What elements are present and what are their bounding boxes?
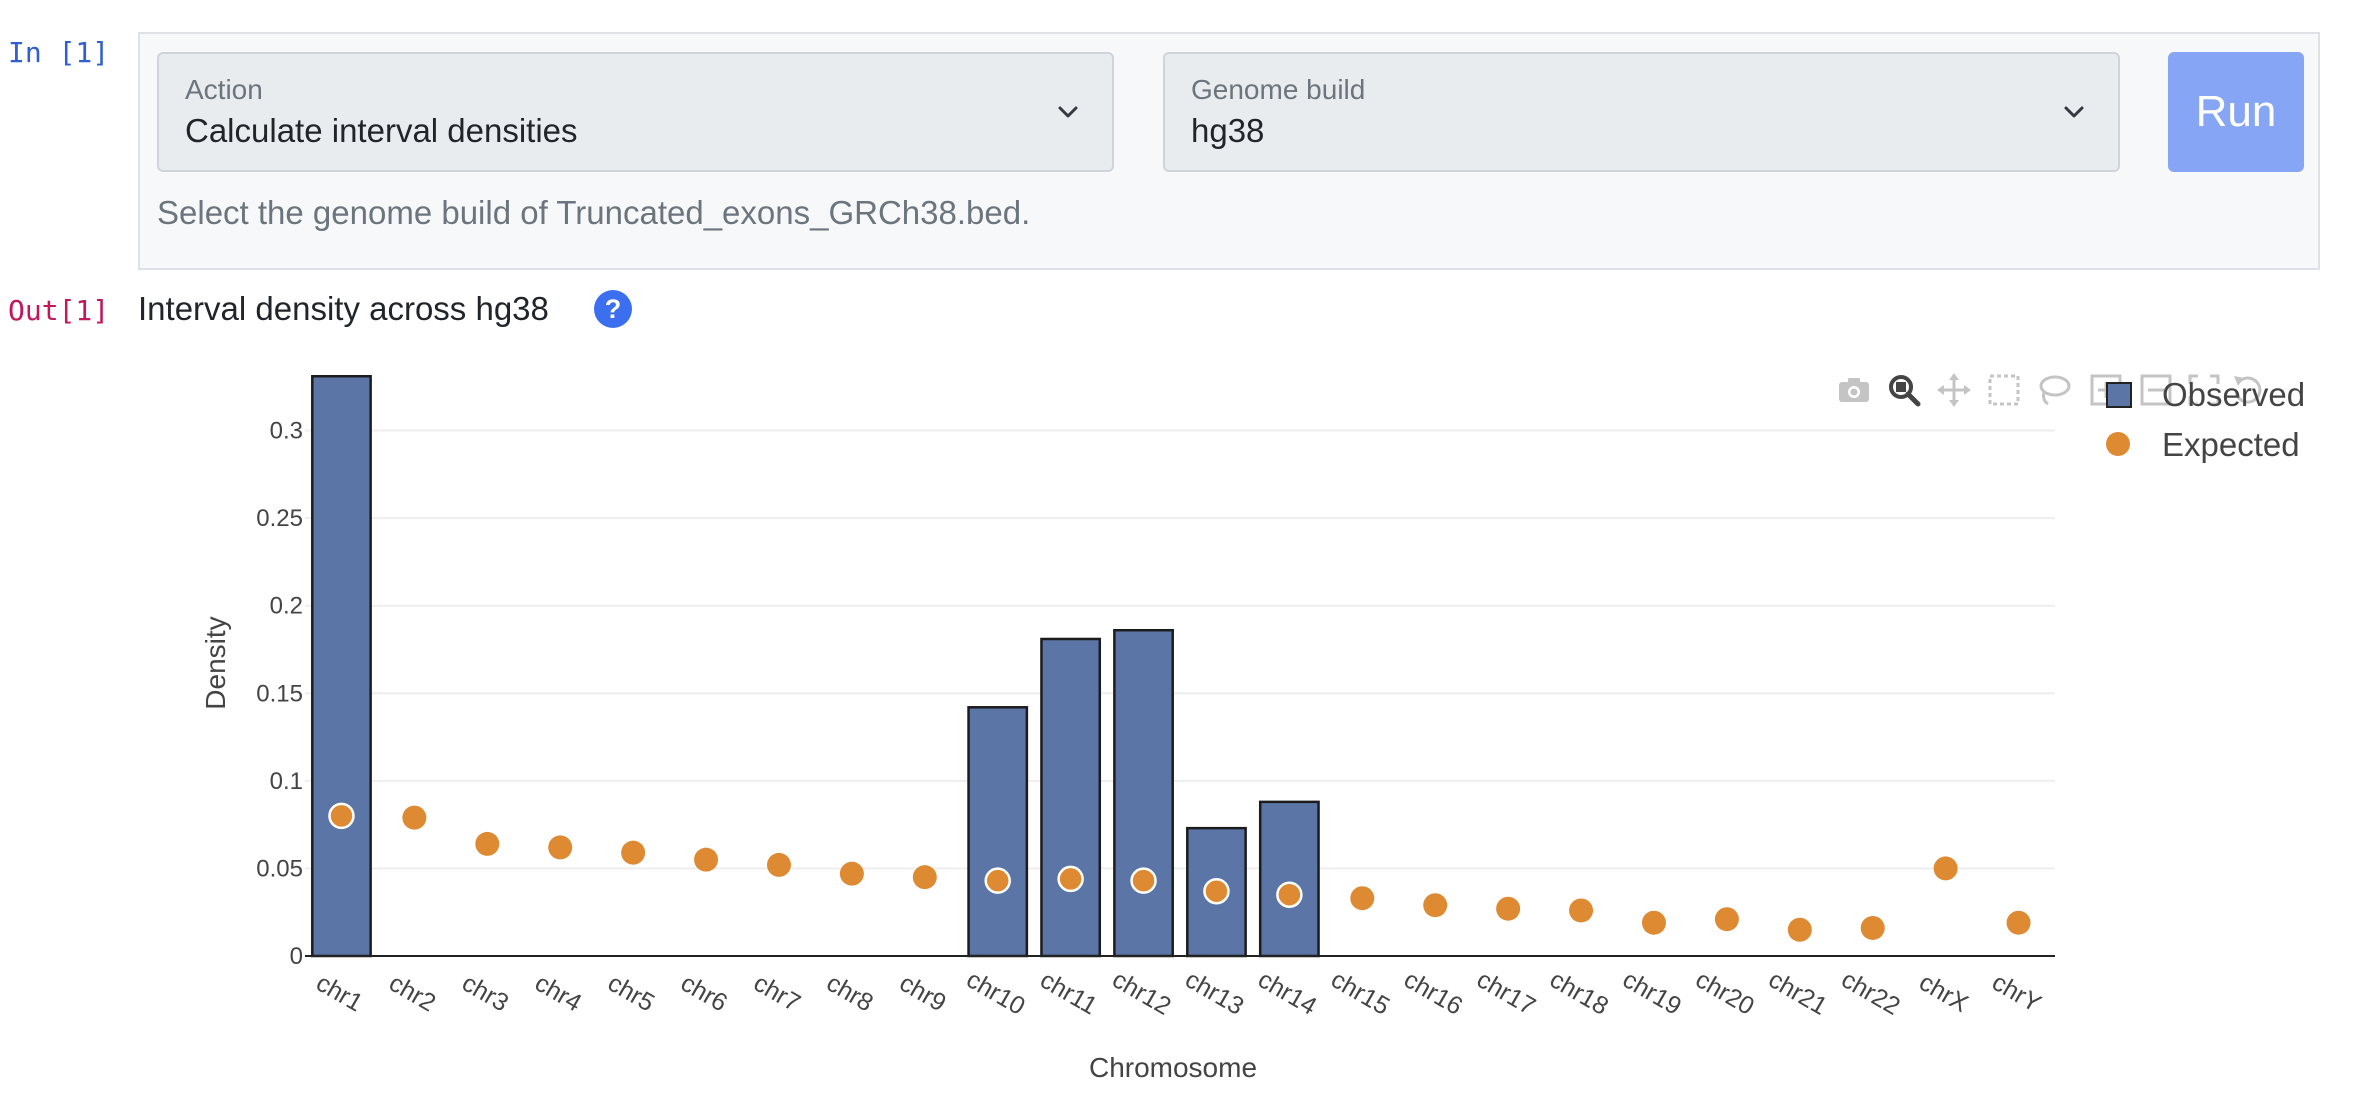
x-tick-label: chr2 (384, 969, 440, 1018)
input-form-panel: Action Calculate interval densities Geno… (138, 32, 2320, 270)
x-tick-label: chr8 (822, 969, 878, 1018)
genome-build-select-value: hg38 (1191, 112, 1265, 149)
x-tick-label: chr6 (676, 969, 732, 1018)
x-tick-label: chr14 (1253, 965, 1321, 1021)
point-expected-chr20[interactable] (1714, 907, 1739, 932)
x-tick-label: chr13 (1180, 965, 1248, 1021)
point-expected-chr9[interactable] (912, 865, 937, 890)
x-tick-label: chr16 (1399, 965, 1467, 1021)
x-tick-label: chrX (1914, 968, 1973, 1018)
point-expected-chrY[interactable] (2006, 910, 2031, 935)
genome-build-select[interactable]: Genome build hg38 (1163, 52, 2120, 172)
y-tick-label: 0.15 (256, 680, 303, 707)
chevron-down-icon (2064, 106, 2084, 118)
input-prompt: In [1] (8, 36, 110, 69)
help-icon[interactable]: ? (594, 290, 632, 328)
autoscale-icon[interactable] (2186, 372, 2222, 408)
y-tick-label: 0.25 (256, 505, 303, 532)
y-axis-title: Density (200, 616, 231, 709)
bar-observed-chr10[interactable] (967, 706, 1029, 958)
point-expected-chr19[interactable] (1641, 910, 1666, 935)
reset-axes-icon[interactable] (2230, 372, 2266, 408)
x-tick-label: chr10 (962, 965, 1030, 1021)
x-tick-label: chr12 (1107, 965, 1175, 1021)
zoom-out-icon[interactable] (2138, 372, 2174, 408)
y-tick-label: 0.2 (270, 593, 303, 620)
point-expected-chr12[interactable] (1130, 867, 1157, 894)
y-tick-label: 0.1 (270, 768, 303, 795)
box-select-icon[interactable] (1986, 372, 2022, 408)
point-expected-chr10[interactable] (984, 867, 1011, 894)
point-expected-chr15[interactable] (1350, 886, 1375, 911)
x-tick-label: chr11 (1035, 966, 1102, 1021)
bar-observed-chr12[interactable] (1113, 628, 1174, 958)
genome-build-select-label: Genome build (1191, 74, 1366, 105)
point-expected-chr22[interactable] (1860, 915, 1885, 940)
x-tick-label: chr1 (311, 969, 367, 1018)
point-expected-chr1[interactable] (328, 802, 355, 830)
legend-label-expected: Expected (2162, 426, 2300, 463)
point-expected-chr4[interactable] (548, 835, 573, 860)
point-expected-chr7[interactable] (766, 852, 791, 877)
point-expected-chrX[interactable] (1933, 856, 1958, 881)
point-expected-chr6[interactable] (694, 847, 719, 872)
pan-icon[interactable] (1936, 372, 1972, 408)
bar-observed-chr1[interactable] (311, 374, 372, 958)
y-tick-label: 0.3 (270, 418, 303, 445)
point-expected-chr3[interactable] (475, 831, 500, 856)
x-axis-title: Chromosome (1089, 1052, 1257, 1083)
x-tick-label: chr15 (1326, 965, 1394, 1021)
bar-observed-chr11[interactable] (1040, 637, 1102, 958)
x-tick-label: chr17 (1472, 965, 1540, 1021)
x-tick-label: chr18 (1545, 965, 1613, 1021)
point-expected-chr14[interactable] (1276, 881, 1303, 908)
action-select-label: Action (185, 74, 263, 105)
output-title: Interval density across hg38 (138, 290, 549, 327)
x-tick-label: chr19 (1618, 965, 1686, 1021)
point-expected-chr5[interactable] (621, 840, 646, 865)
point-expected-chr17[interactable] (1496, 896, 1521, 921)
point-expected-chr2[interactable] (402, 805, 427, 830)
point-expected-chr8[interactable] (839, 861, 864, 886)
x-tick-label: chr3 (457, 969, 513, 1018)
run-button[interactable]: Run (2168, 52, 2304, 172)
y-tick-label: 0 (290, 943, 303, 970)
point-expected-chr21[interactable] (1787, 917, 1812, 942)
point-expected-chr16[interactable] (1423, 893, 1448, 918)
lasso-select-icon[interactable] (2036, 372, 2072, 408)
legend-label-observed: Observed (2162, 376, 2306, 413)
bar-observed-chr14[interactable] (1258, 800, 1320, 958)
point-expected-chr18[interactable] (1569, 898, 1594, 923)
point-expected-chr13[interactable] (1203, 877, 1230, 905)
x-tick-label: chr5 (603, 969, 659, 1018)
point-expected-chr11[interactable] (1057, 865, 1084, 893)
camera-icon[interactable] (1836, 372, 1872, 408)
output-prompt: Out[1] (8, 294, 110, 327)
action-select-value: Calculate interval densities (185, 112, 578, 149)
observed-swatch (2106, 382, 2132, 408)
x-tick-label: chrY (1987, 968, 2046, 1018)
x-tick-label: chr7 (749, 969, 805, 1018)
x-tick-label: chr21 (1764, 965, 1832, 1021)
zoom-icon[interactable] (1886, 372, 1922, 408)
y-tick-label: 0.05 (256, 855, 303, 882)
expected-swatch (2106, 432, 2130, 456)
x-tick-label: chr4 (530, 969, 586, 1018)
action-select[interactable]: Action Calculate interval densities (157, 52, 1114, 172)
x-tick-label: chr20 (1691, 965, 1759, 1021)
x-tick-label: chr22 (1837, 965, 1905, 1021)
x-tick-label: chr9 (895, 969, 951, 1018)
helper-text: Select the genome build of Truncated_exo… (157, 194, 1031, 231)
chevron-down-icon (1058, 106, 1078, 118)
